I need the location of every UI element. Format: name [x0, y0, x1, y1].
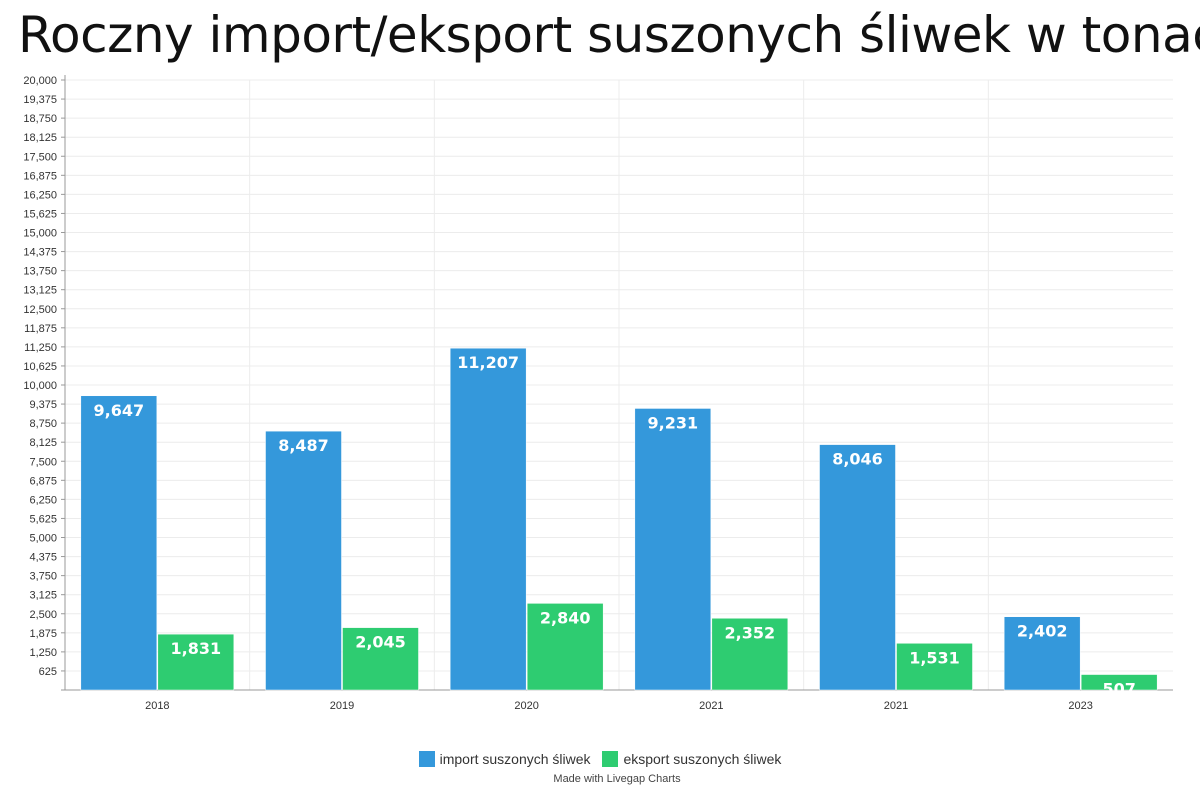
data-label: 1,531	[909, 648, 960, 667]
bar-import[interactable]	[449, 347, 527, 691]
x-tick-label: 2023	[1068, 700, 1092, 712]
labels: 9,647 1,831 8,487 2,045 11,207 2,840 9,231 2,35…	[94, 353, 1136, 698]
y-tick-label: 5,625	[29, 513, 57, 525]
y-tick-label: 20,000	[23, 75, 57, 87]
y-tick-label: 11,250	[24, 342, 57, 354]
y-tick-label: 8,125	[29, 437, 57, 449]
legend-item-import[interactable]: import suszonych śliwek	[418, 751, 591, 767]
data-label: 8,487	[278, 436, 329, 455]
y-tick-label: 5,000	[29, 533, 57, 545]
chart-title: Roczny import/eksport suszonych śliwek w…	[18, 6, 1200, 64]
y-tick-label: 9,375	[29, 399, 57, 411]
y-tick-label: 2,500	[29, 609, 57, 621]
bar-import[interactable]	[1003, 616, 1081, 691]
y-tick-label: 14,375	[23, 247, 57, 259]
y-tick-label: 12,500	[23, 304, 57, 316]
data-label: 2,840	[540, 608, 591, 627]
x-tick-label: 2021	[884, 700, 908, 712]
data-label: 2,402	[1017, 622, 1068, 641]
data-label: 9,231	[648, 413, 699, 432]
y-tick-label: 13,125	[23, 285, 57, 297]
data-label: 507	[1102, 680, 1135, 699]
data-label: 1,831	[171, 639, 222, 658]
data-label: 11,207	[457, 353, 519, 372]
y-tick-label: 18,750	[23, 113, 57, 125]
x-tick-label: 2018	[145, 700, 169, 712]
y-tick-label: 3,750	[29, 571, 57, 583]
y-tick-label: 18,125	[23, 132, 57, 144]
axes: 625 1,250 1,875 2,500 3,125 3,750 4,375 5,000 5,…	[23, 75, 1173, 712]
y-tick-label: 13,750	[23, 266, 57, 278]
bar-eksport[interactable]	[1080, 674, 1158, 691]
data-label: 2,045	[355, 633, 406, 652]
legend: import suszonych śliwek eksport suszonyc…	[0, 751, 1200, 770]
bar-eksport[interactable]	[896, 643, 973, 691]
y-tick-label: 15,625	[23, 208, 57, 220]
legend-label-import: import suszonych śliwek	[439, 751, 591, 767]
y-tick-label: 6,875	[29, 475, 57, 487]
y-tick-label: 16,875	[23, 170, 57, 182]
bar-import[interactable]	[819, 444, 896, 691]
data-label: 8,046	[832, 450, 883, 469]
grid-lines	[65, 79, 1173, 690]
y-tick-label: 3,125	[29, 590, 57, 602]
y-tick-label: 8,750	[29, 418, 57, 430]
y-tick-label: 4,375	[29, 552, 57, 564]
legend-label-eksport: eksport suszonych śliwek	[623, 751, 782, 767]
bar-eksport[interactable]	[526, 603, 604, 691]
x-tick-label: 2020	[514, 700, 538, 712]
y-tick-label: 11,875	[24, 323, 57, 335]
bars	[80, 347, 1158, 691]
legend-swatch-eksport	[602, 751, 619, 767]
y-tick-label: 7,500	[29, 456, 57, 468]
legend-swatch-import	[418, 751, 435, 767]
y-tick-label: 16,250	[23, 189, 57, 201]
bar-import[interactable]	[265, 430, 342, 691]
legend-item-eksport[interactable]: eksport suszonych śliwek	[602, 751, 781, 767]
data-label: 9,647	[94, 401, 145, 420]
bar-eksport[interactable]	[342, 627, 419, 691]
bar-import[interactable]	[80, 395, 158, 691]
bar-eksport[interactable]	[711, 618, 789, 691]
y-tick-label: 10,625	[23, 361, 57, 373]
y-tick-label: 6,250	[29, 494, 57, 506]
bar-import[interactable]	[634, 408, 712, 691]
y-tick-label: 15,000	[23, 228, 57, 240]
y-tick-label: 19,375	[23, 94, 57, 106]
y-tick-label: 625	[39, 666, 57, 678]
y-tick-label: 1,250	[29, 647, 57, 659]
y-tick-label: 1,875	[29, 628, 57, 640]
y-tick-label: 17,500	[23, 151, 57, 163]
x-tick-label: 2021	[699, 700, 723, 712]
data-label: 2,352	[725, 623, 776, 642]
credit-text: Made with Livegap Charts	[553, 773, 681, 785]
y-tick-label: 10,000	[23, 380, 57, 392]
bar-eksport[interactable]	[157, 633, 235, 691]
x-tick-label: 2019	[330, 700, 354, 712]
bar-chart: 625 1,250 1,875 2,500 3,125 3,750 4,375 5,000 5,…	[23, 75, 1173, 712]
